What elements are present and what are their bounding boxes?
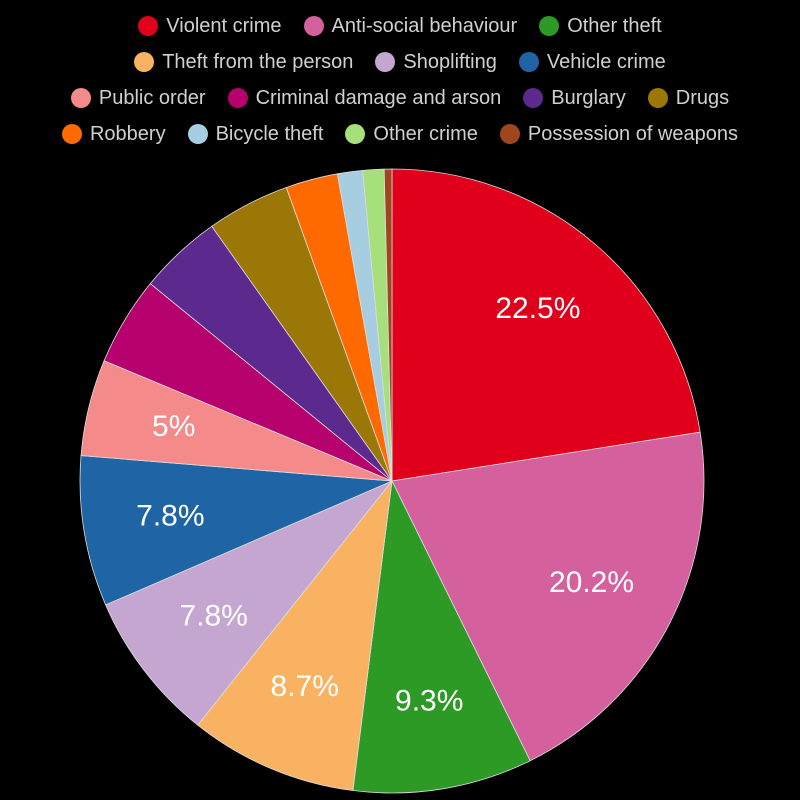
legend-row: Theft from the person Shoplifting Vehicle … <box>0 44 800 80</box>
pie-slice <box>383 168 393 482</box>
legend-item: Vehicle crime <box>518 50 666 74</box>
legend-label: Bicycle theft <box>215 122 324 145</box>
legend-item: Other crime <box>345 122 478 146</box>
legend-label: Drugs <box>675 86 730 109</box>
slice-label: 7.8% <box>179 599 247 632</box>
legend-row: Violent crime Anti-social behaviour Other … <box>0 8 800 44</box>
legend-label: Public order <box>98 86 206 109</box>
slice-label: 20.2% <box>549 566 634 599</box>
pie-slice <box>391 168 701 482</box>
pie-slice <box>79 455 393 606</box>
legend-swatch <box>134 52 155 72</box>
legend-item: Violent crime <box>138 14 282 38</box>
legend-swatch <box>303 16 324 36</box>
slice-label: 7.8% <box>136 499 204 532</box>
legend-item: Burglary <box>523 86 626 110</box>
legend-item: Other theft <box>539 15 662 38</box>
pie-slice <box>197 479 393 791</box>
slice-label: 8.7% <box>271 670 339 703</box>
legend-label: Theft from the person <box>162 50 354 73</box>
legend-item: Criminal damage and arson <box>227 86 502 110</box>
legend-swatch <box>345 124 366 144</box>
legend-item: Theft from the person <box>134 51 353 74</box>
legend-swatch <box>539 16 560 36</box>
legend-label: Possession of weapons <box>527 122 739 145</box>
legend-swatch <box>499 124 520 144</box>
legend-swatch <box>187 124 208 144</box>
legend-item: Anti-social behaviour <box>303 14 518 38</box>
pie-slice <box>391 431 705 762</box>
legend-row: Robbery Bicycle theft Other crime Possessio… <box>0 116 800 152</box>
legend-swatch <box>518 52 539 72</box>
legend-swatch <box>61 124 82 144</box>
legend-item: Robbery <box>61 122 166 146</box>
legend-row: Public order Criminal damage and arson Bur… <box>0 80 800 116</box>
legend: Violent crime Anti-social behaviour Other … <box>0 8 800 152</box>
legend-swatch <box>523 88 544 108</box>
legend-label: Other theft <box>567 14 662 37</box>
slice-label: 5% <box>152 410 195 443</box>
pie-slice <box>352 479 531 794</box>
legend-label: Burglary <box>551 86 626 109</box>
slice-label: 9.3% <box>395 684 463 717</box>
legend-label: Violent crime <box>166 14 282 37</box>
slice-label: 22.5% <box>495 292 580 325</box>
legend-item: Public order <box>70 86 206 110</box>
pie-slice <box>105 480 393 726</box>
legend-label: Vehicle crime <box>546 50 666 73</box>
legend-label: Criminal damage and arson <box>255 86 502 109</box>
legend-label: Anti-social behaviour <box>331 14 518 37</box>
legend-item: Shoplifting <box>375 50 497 74</box>
legend-swatch <box>70 88 91 108</box>
legend-swatch <box>138 16 159 36</box>
legend-item: Drugs <box>647 86 730 110</box>
legend-label: Other crime <box>373 122 478 145</box>
legend-item: Possession of weapons <box>499 122 739 146</box>
legend-label: Shoplifting <box>403 50 497 73</box>
legend-item: Bicycle theft <box>187 122 324 146</box>
legend-swatch <box>375 52 396 72</box>
legend-swatch <box>647 88 668 108</box>
legend-swatch <box>227 88 248 108</box>
legend-label: Robbery <box>89 122 166 145</box>
